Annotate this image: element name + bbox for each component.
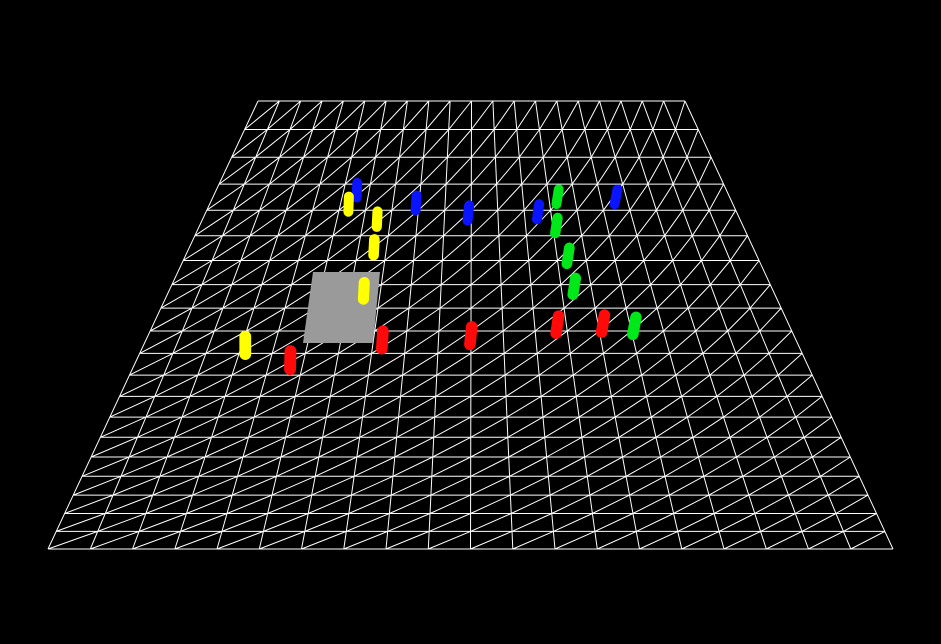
yellow-piece[interactable] — [239, 330, 252, 361]
blue-piece-body[interactable] — [531, 199, 545, 225]
red-piece[interactable] — [375, 325, 390, 355]
yellow-piece-body[interactable] — [343, 191, 354, 217]
yellow-piece-body[interactable] — [357, 277, 370, 305]
yellow-piece[interactable] — [343, 191, 354, 217]
yellow-piece-body[interactable] — [368, 234, 380, 261]
green-piece[interactable] — [551, 184, 565, 210]
pieces-layer[interactable] — [239, 177, 643, 376]
red-piece-body[interactable] — [595, 309, 611, 339]
red-piece[interactable] — [464, 321, 479, 351]
red-piece[interactable] — [595, 309, 611, 339]
green-piece[interactable] — [567, 272, 582, 301]
floor-grid — [47, 100, 894, 550]
blue-piece-body[interactable] — [462, 200, 475, 226]
blue-piece[interactable] — [609, 184, 623, 210]
blue-piece[interactable] — [531, 199, 545, 225]
green-piece-body[interactable] — [567, 272, 582, 301]
yellow-piece[interactable] — [371, 206, 383, 232]
green-piece[interactable] — [561, 242, 576, 270]
red-piece-body[interactable] — [464, 321, 479, 351]
blue-piece-body[interactable] — [609, 184, 623, 210]
green-piece-body[interactable] — [551, 184, 565, 210]
blue-piece-body[interactable] — [410, 190, 422, 216]
yellow-piece-body[interactable] — [239, 330, 252, 361]
green-piece-body[interactable] — [549, 212, 563, 239]
green-piece[interactable] — [626, 311, 643, 341]
floor-grid-lines — [47, 100, 894, 550]
blue-piece-body[interactable] — [351, 177, 363, 203]
red-piece[interactable] — [550, 310, 566, 340]
red-piece[interactable] — [284, 345, 297, 376]
green-piece-body[interactable] — [561, 242, 576, 270]
yellow-piece[interactable] — [368, 234, 380, 261]
blue-piece[interactable] — [410, 190, 422, 216]
blue-piece[interactable] — [351, 177, 363, 203]
green-piece-body[interactable] — [626, 311, 643, 341]
green-piece[interactable] — [549, 212, 563, 239]
red-piece-body[interactable] — [550, 310, 566, 340]
blue-piece[interactable] — [462, 200, 475, 226]
red-piece-body[interactable] — [284, 345, 297, 376]
red-piece-body[interactable] — [375, 325, 390, 355]
yellow-piece[interactable] — [357, 277, 370, 305]
yellow-piece-body[interactable] — [371, 206, 383, 232]
